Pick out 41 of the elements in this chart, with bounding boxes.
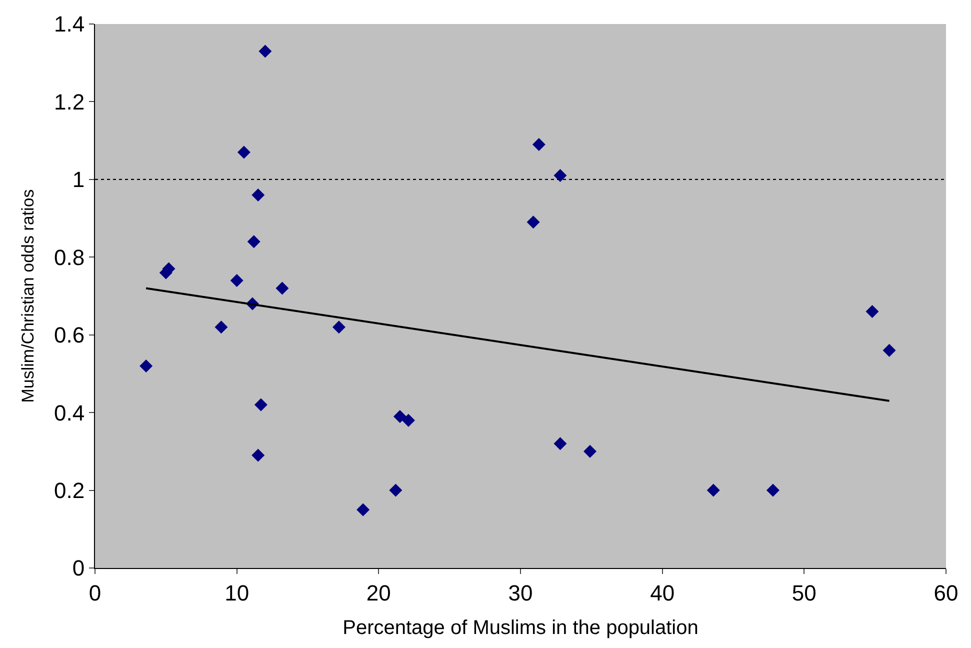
x-tick-label: 0	[88, 580, 102, 606]
y-tick-label: 0.4	[54, 400, 85, 426]
y-tick-label: 0.8	[54, 244, 85, 270]
point	[584, 444, 596, 458]
point	[532, 138, 546, 151]
point	[866, 305, 879, 318]
x-tick-label: 50	[792, 580, 816, 606]
y-tick-label: 0.2	[54, 478, 85, 503]
point	[332, 320, 346, 334]
point	[706, 484, 720, 497]
point	[252, 188, 265, 202]
y-tick-label: 1.2	[54, 89, 85, 114]
point	[140, 359, 153, 372]
y-tick-label: 1	[72, 167, 85, 192]
x-tick-label: 40	[650, 580, 675, 606]
x-axis-title: Percentage of Muslims in the population	[342, 616, 698, 639]
x-tick-label: 60	[934, 580, 958, 606]
y-tick-label: 0.6	[54, 322, 85, 348]
point	[356, 503, 370, 516]
point	[254, 398, 268, 412]
point	[247, 235, 260, 248]
point	[258, 44, 272, 58]
point	[402, 414, 415, 427]
point	[766, 484, 780, 497]
x-tick-label: 30	[508, 580, 533, 606]
point	[276, 282, 289, 295]
point	[214, 320, 228, 334]
y-axis-title: Muslim/Christian odds ratios	[18, 189, 38, 403]
point	[230, 274, 244, 287]
point	[882, 344, 896, 357]
point	[389, 484, 402, 497]
y-tick-label: 0	[72, 556, 85, 581]
point	[554, 437, 567, 450]
point	[237, 146, 250, 159]
point	[393, 410, 406, 423]
point	[526, 216, 540, 229]
x-tick-label: 10	[224, 580, 250, 606]
x-tick-label: 20	[366, 580, 391, 606]
point	[554, 169, 567, 182]
y-tick-label: 1.4	[54, 12, 85, 37]
point	[252, 448, 265, 462]
